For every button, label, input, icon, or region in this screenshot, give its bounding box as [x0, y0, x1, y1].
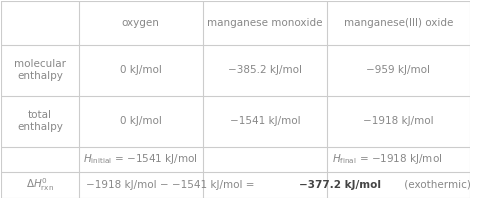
Text: (exothermic): (exothermic) [401, 180, 471, 190]
Text: molecular
enthalpy: molecular enthalpy [14, 59, 66, 81]
Text: −1918 kJ/mol − −1541 kJ/mol =: −1918 kJ/mol − −1541 kJ/mol = [86, 180, 258, 190]
Text: $H_{\mathrm{initial}}$ = −1541 kJ/mol: $H_{\mathrm{initial}}$ = −1541 kJ/mol [84, 152, 198, 166]
Text: manganese(III) oxide: manganese(III) oxide [344, 18, 453, 28]
Text: −959 kJ/mol: −959 kJ/mol [366, 65, 431, 75]
Text: 0 kJ/mol: 0 kJ/mol [120, 65, 162, 75]
Text: total
enthalpy: total enthalpy [17, 110, 63, 132]
Text: manganese monoxide: manganese monoxide [207, 18, 323, 28]
Text: −377.2 kJ/mol: −377.2 kJ/mol [299, 180, 382, 190]
Text: oxygen: oxygen [122, 18, 160, 28]
Text: −385.2 kJ/mol: −385.2 kJ/mol [228, 65, 302, 75]
Text: $H_{\mathrm{final}}$ = −1918 kJ/mol: $H_{\mathrm{final}}$ = −1918 kJ/mol [331, 152, 442, 166]
Text: 0 kJ/mol: 0 kJ/mol [120, 116, 162, 126]
Text: $\Delta H^0_{\mathrm{rxn}}$: $\Delta H^0_{\mathrm{rxn}}$ [26, 177, 54, 193]
Text: −1918 kJ/mol: −1918 kJ/mol [363, 116, 434, 126]
Text: −1541 kJ/mol: −1541 kJ/mol [229, 116, 300, 126]
